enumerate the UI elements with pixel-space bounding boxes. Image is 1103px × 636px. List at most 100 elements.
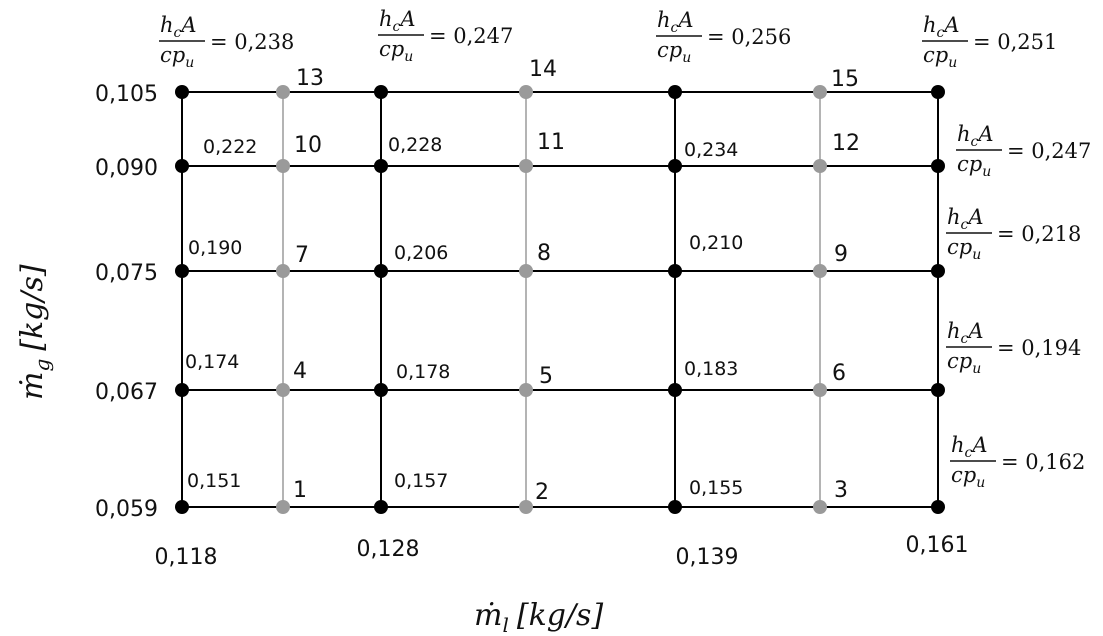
node-value: 0,222 [203,136,257,158]
point-numbers: 13 14 15 10 11 12 7 8 9 4 5 6 1 2 3 [293,57,860,505]
frac-den-sub: u [972,247,981,263]
y-axis-unit: [kg/s] [15,264,50,351]
black-node [931,85,945,99]
node-value: 0,210 [689,232,743,254]
fraction-annotation: hcA cpu = 0,247 [956,122,1091,180]
black-node [931,383,945,397]
black-node [668,500,682,514]
x-tick-label: 0,118 [155,545,218,570]
svg-text:ṁg[kg/s]: ṁg [kg/s] [15,264,54,400]
frac-num-sub: c [174,25,182,41]
black-node [374,500,388,514]
point-number: 3 [834,478,848,503]
svg-text:cpu: cpu [957,152,991,180]
x-axis-unit: [kg/s] [517,598,604,633]
frac-num-a: A [398,7,415,31]
x-tick-label: 0,128 [357,537,420,562]
point-number: 8 [537,241,551,266]
fraction-value: = 0,238 [210,30,294,54]
frac-num-h: h [923,13,937,37]
gray-node [519,159,533,173]
black-node [374,85,388,99]
fraction-value: = 0,251 [973,30,1057,54]
point-number: 9 [834,242,848,267]
fraction-value: = 0,218 [997,222,1081,246]
svg-text:cpu: cpu [947,349,981,377]
frac-num-sub: c [937,25,945,41]
x-axis-subscript: l [502,613,508,636]
frac-num-h: h [379,7,393,31]
node-value: 0,155 [689,477,743,499]
point-number: 11 [537,130,565,155]
frac-num-a: A [676,8,693,32]
x-axis-ticks: 0,118 0,128 0,139 0,161 [155,533,969,570]
svg-text:hcA: hcA [923,13,960,41]
nodes [175,85,945,514]
frac-num-a: A [179,13,196,37]
frac-num-h: h [957,122,971,146]
svg-text:cpu: cpu [379,37,413,65]
svg-text:cpu: cpu [923,43,957,71]
fraction-annotations: hcA cpu = 0,238 hcA cpu = 0,247 hcA cpu … [159,7,1091,491]
fraction-annotation: hcA cpu = 0,247 [378,7,513,65]
black-node [374,383,388,397]
gray-node [813,85,827,99]
node-value: 0,151 [187,470,241,492]
fraction-annotation: hcA cpu = 0,256 [656,8,791,66]
node-value: 0,174 [185,351,239,373]
svg-text:cpu: cpu [657,38,691,66]
svg-text:cpu: cpu [951,463,985,491]
node-value: 0,157 [394,470,448,492]
fraction-value: = 0,247 [429,24,513,48]
y-tick-label: 0,105 [95,82,158,107]
fraction-annotation: hcA cpu = 0,194 [946,319,1081,377]
gray-node [813,264,827,278]
frac-num-sub: c [961,217,969,233]
gray-node [813,159,827,173]
fraction-value: = 0,194 [997,336,1081,360]
gray-node [519,383,533,397]
svg-text:cpu: cpu [947,235,981,263]
frac-num-h: h [947,205,961,229]
y-axis-title: ṁg [kg/s] [15,264,54,400]
black-node [374,159,388,173]
gray-node [813,383,827,397]
fraction-annotation: hcA cpu = 0,238 [159,13,294,71]
fraction-annotation: hcA cpu = 0,162 [950,433,1085,491]
black-node [668,383,682,397]
point-number: 1 [293,478,307,503]
black-node [175,500,189,514]
black-node [931,264,945,278]
svg-text:cpu: cpu [160,43,194,71]
point-number: 6 [832,361,846,386]
frac-den-sub: u [404,49,413,65]
frac-num-h: h [657,8,671,32]
node-values: 0,222 0,228 0,234 0,190 0,206 0,210 0,17… [185,134,743,499]
gray-node [813,500,827,514]
frac-den-sub: u [682,50,691,66]
black-node [374,264,388,278]
gray-node [276,500,290,514]
frac-den-cp: cp [957,152,982,176]
gray-node [276,85,290,99]
point-number: 15 [831,67,859,92]
frac-num-h: h [947,319,961,343]
frac-den-cp: cp [379,37,404,61]
svg-text:hcA: hcA [951,433,988,461]
gray-node [276,159,290,173]
point-number: 13 [296,66,324,91]
frac-den-sub: u [982,164,991,180]
frac-den-cp: cp [947,349,972,373]
x-tick-label: 0,139 [676,545,739,570]
fraction-value: = 0,256 [707,25,791,49]
svg-text:hcA: hcA [657,8,694,36]
black-node [668,85,682,99]
x-axis-title: ṁl [kg/s] [474,598,603,636]
y-axis-symbol: ṁ [15,372,50,400]
gray-node [276,264,290,278]
node-value: 0,206 [394,242,448,264]
black-node [175,159,189,173]
y-tick-label: 0,067 [95,380,158,405]
frac-num-sub: c [965,445,973,461]
